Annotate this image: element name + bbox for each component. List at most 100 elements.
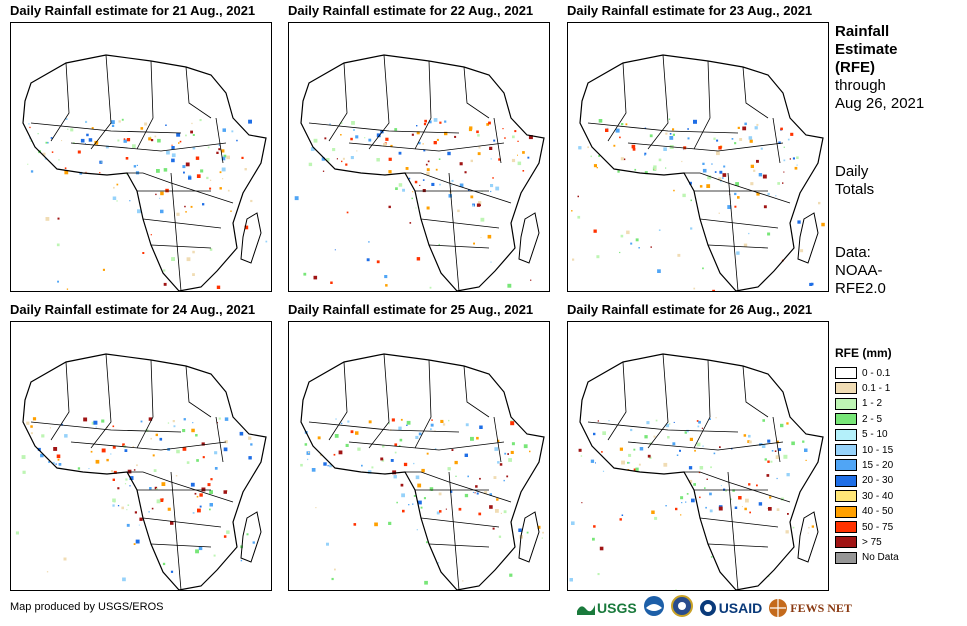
rain-pixel	[399, 438, 403, 442]
rain-pixel	[317, 436, 321, 440]
rain-pixel	[699, 496, 701, 499]
rain-pixel	[741, 506, 743, 508]
map-panel-3: Daily Rainfall estimate for 23 Aug., 202…	[567, 3, 829, 292]
legend-row: 0.1 - 1	[835, 381, 890, 395]
rain-pixel	[209, 248, 213, 251]
country-border	[348, 142, 505, 152]
rain-pixel	[434, 448, 437, 450]
rain-pixel	[508, 458, 512, 462]
rain-pixel	[518, 528, 522, 532]
rain-pixel	[161, 498, 164, 501]
rain-pixel	[88, 138, 93, 142]
rain-pixel	[433, 118, 438, 122]
rain-pixel	[649, 134, 653, 138]
rain-pixel	[171, 146, 175, 150]
rain-pixel	[151, 507, 154, 510]
rain-pixel	[753, 169, 756, 172]
rain-pixel	[57, 458, 60, 461]
rain-pixel	[744, 507, 747, 511]
rain-pixel	[403, 462, 408, 467]
rain-pixel	[633, 468, 636, 471]
rain-pixel	[477, 152, 481, 156]
rain-pixel	[756, 192, 760, 196]
map-panel-6: Daily Rainfall estimate for 26 Aug., 202…	[567, 302, 829, 591]
country-border	[308, 421, 460, 433]
legend-title: RFE (mm)	[835, 346, 892, 360]
rain-pixel	[768, 507, 772, 511]
rain-pixel	[608, 420, 610, 422]
rain-pixel	[355, 135, 359, 139]
rain-pixel	[390, 144, 393, 148]
legend-label: 2 - 5	[862, 413, 883, 425]
legend-swatch	[835, 536, 857, 549]
rain-pixel	[353, 129, 355, 131]
rain-pixel	[783, 159, 786, 162]
rain-pixel	[179, 140, 182, 143]
rain-pixel	[780, 497, 784, 501]
rain-pixel	[381, 459, 385, 462]
rain-pixel	[412, 503, 414, 505]
rain-pixel	[766, 507, 768, 509]
rain-pixel	[480, 237, 482, 238]
legend-row: 30 - 40	[835, 489, 893, 503]
legend-row: > 75	[835, 535, 882, 549]
rain-pixel	[409, 222, 412, 224]
rain-pixel	[473, 242, 475, 245]
rfe-title-line2: Estimate	[835, 41, 898, 58]
country-border	[493, 416, 502, 463]
rain-pixel	[135, 539, 140, 544]
country-border	[420, 218, 500, 229]
rain-pixel	[422, 143, 424, 145]
rain-pixel	[231, 130, 234, 133]
country-border	[414, 359, 432, 449]
rain-pixel	[190, 205, 193, 208]
rain-pixel	[743, 434, 747, 437]
rain-pixel	[127, 504, 130, 506]
rain-pixel	[715, 417, 717, 419]
rain-pixel	[615, 128, 620, 133]
rain-pixel	[476, 130, 479, 134]
rain-pixel	[506, 475, 509, 478]
rain-pixel	[444, 120, 447, 123]
rain-pixel	[353, 523, 357, 526]
rain-pixel	[199, 493, 203, 497]
rain-pixel	[578, 146, 582, 150]
rain-pixel	[167, 422, 170, 424]
rain-pixel	[502, 128, 504, 130]
rain-pixel	[436, 511, 440, 515]
rain-pixel	[771, 450, 774, 452]
legend-label: No Data	[862, 552, 899, 564]
rain-pixel	[762, 419, 765, 422]
rain-pixel	[124, 449, 128, 452]
rain-pixel	[797, 220, 801, 224]
rain-pixel	[688, 479, 693, 484]
rain-pixel	[672, 133, 675, 136]
rain-pixel	[330, 281, 333, 284]
rain-pixel	[125, 157, 129, 160]
rain-pixel	[635, 467, 639, 471]
rain-pixel	[439, 183, 441, 186]
rain-pixel	[166, 150, 170, 155]
rain-pixel	[182, 165, 186, 169]
rain-pixel	[517, 161, 522, 166]
legend-swatch	[835, 367, 857, 379]
rainfall-map	[288, 321, 550, 591]
rain-pixel	[45, 217, 50, 221]
rain-pixel	[149, 487, 152, 490]
country-border	[90, 353, 112, 449]
rain-pixel	[628, 462, 631, 464]
rain-pixel	[308, 451, 310, 454]
rain-pixel	[207, 483, 211, 487]
rain-pixel	[171, 144, 173, 146]
rain-pixel	[248, 436, 252, 440]
rain-pixel	[792, 526, 795, 529]
rain-pixel	[29, 126, 31, 129]
rain-pixel	[474, 492, 476, 494]
rain-pixel	[218, 417, 221, 420]
rain-pixel	[336, 158, 338, 160]
rain-pixel	[448, 194, 452, 198]
rain-pixel	[209, 179, 212, 181]
rain-pixel	[140, 127, 144, 130]
rain-pixel	[113, 500, 116, 503]
rain-pixel	[774, 450, 777, 452]
